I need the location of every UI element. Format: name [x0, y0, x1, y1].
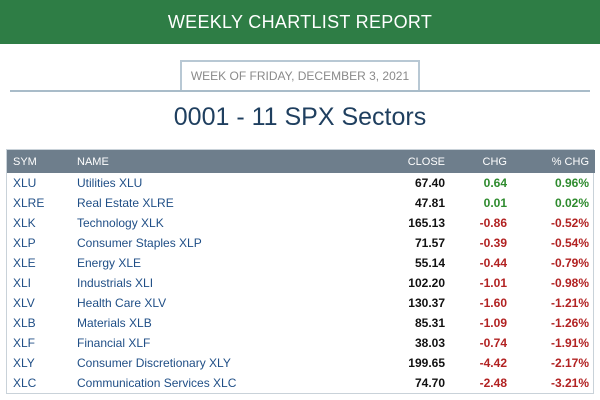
symbol-cell[interactable]: XLK	[13, 216, 36, 230]
change-cell: 0.01	[483, 196, 507, 210]
name-cell[interactable]: Financial XLF	[77, 336, 151, 350]
header-name[interactable]: NAME	[77, 155, 109, 168]
close-cell: 130.37	[408, 296, 445, 310]
change-cell: -0.39	[479, 236, 507, 250]
symbol-cell[interactable]: XLRE	[13, 196, 45, 210]
close-cell: 71.57	[414, 236, 445, 250]
pct-change-cell: -1.21%	[550, 296, 589, 310]
name-cell[interactable]: Technology XLK	[77, 216, 164, 230]
close-cell: 47.81	[414, 196, 445, 210]
table-row[interactable]: XLRE Real Estate XLRE 47.81 0.01 0.02%	[7, 193, 595, 213]
table-row[interactable]: XLE Energy XLE 55.14 -0.44 -0.79%	[7, 253, 595, 273]
symbol-cell[interactable]: XLC	[13, 376, 37, 390]
close-cell: 67.40	[414, 176, 445, 190]
name-cell[interactable]: Utilities XLU	[77, 176, 143, 190]
header-chg[interactable]: CHG	[482, 155, 507, 168]
close-cell: 74.70	[414, 376, 445, 390]
change-cell: -4.42	[479, 356, 507, 370]
close-cell: 199.65	[408, 356, 445, 370]
table-row[interactable]: XLK Technology XLK 165.13 -0.86 -0.52%	[7, 213, 595, 233]
table-row[interactable]: XLV Health Care XLV 130.37 -1.60 -1.21%	[7, 293, 595, 313]
header-sym[interactable]: SYM	[13, 155, 37, 168]
table-row[interactable]: XLP Consumer Staples XLP 71.57 -0.39 -0.54%	[7, 233, 595, 253]
pct-change-cell: -2.17%	[550, 356, 589, 370]
table-body: XLU Utilities XLU 67.40 0.64 0.96% XLRE Real E…	[7, 173, 595, 393]
header-pct-chg[interactable]: % CHG	[551, 155, 589, 168]
table-row[interactable]: XLB Materials XLB 85.31 -1.09 -1.26%	[7, 313, 595, 333]
change-cell: -0.44	[479, 256, 507, 270]
symbol-cell[interactable]: XLV	[13, 296, 35, 310]
change-cell: -1.01	[479, 276, 507, 290]
symbol-cell[interactable]: XLI	[13, 276, 32, 290]
table-row[interactable]: XLU Utilities XLU 67.40 0.64 0.96%	[7, 173, 595, 193]
change-cell: -2.48	[479, 376, 507, 390]
week-divider	[10, 90, 590, 92]
change-cell: 0.64	[483, 176, 507, 190]
report-title: 0001 - 11 SPX Sectors	[173, 102, 427, 131]
pct-change-cell: -1.91%	[550, 336, 589, 350]
close-cell: 165.13	[408, 216, 445, 230]
close-cell: 85.31	[414, 316, 445, 330]
change-cell: -1.09	[479, 316, 507, 330]
name-cell[interactable]: Consumer Discretionary XLY	[77, 356, 231, 370]
name-cell[interactable]: Communication Services XLC	[77, 376, 237, 390]
symbol-cell[interactable]: XLB	[13, 316, 36, 330]
name-cell[interactable]: Real Estate XLRE	[77, 196, 174, 210]
banner-title: WEEKLY CHARTLIST REPORT	[167, 11, 433, 32]
symbol-cell[interactable]: XLE	[13, 256, 36, 270]
close-cell: 102.20	[408, 276, 445, 290]
close-cell: 38.03	[414, 336, 445, 350]
pct-change-cell: 0.02%	[554, 196, 589, 210]
name-cell[interactable]: Health Care XLV	[77, 296, 167, 310]
name-cell[interactable]: Consumer Staples XLP	[77, 236, 202, 250]
pct-change-cell: -3.21%	[550, 376, 589, 390]
page-title: 0001 - 11 SPX Sectors	[0, 100, 600, 134]
table-row[interactable]: XLF Financial XLF 38.03 -0.74 -1.91%	[7, 333, 595, 353]
table-row[interactable]: XLC Communication Services XLC 74.70 -2.48 -…	[7, 373, 595, 393]
sector-table: SYM NAME CLOSE CHG % CHG XLU Utilities XL…	[6, 149, 595, 394]
change-cell: -0.74	[479, 336, 507, 350]
close-cell: 55.14	[414, 256, 445, 270]
symbol-cell[interactable]: XLU	[13, 176, 37, 190]
pct-change-cell: -0.79%	[550, 256, 589, 270]
pct-change-cell: -0.52%	[550, 216, 589, 230]
symbol-cell[interactable]: XLY	[13, 356, 35, 370]
pct-change-cell: 0.96%	[554, 176, 589, 190]
symbol-cell[interactable]: XLF	[13, 336, 36, 350]
name-cell[interactable]: Materials XLB	[77, 316, 152, 330]
pct-change-cell: -1.26%	[550, 316, 589, 330]
header-close[interactable]: CLOSE	[407, 155, 445, 168]
table-header-row: SYM NAME CLOSE CHG % CHG	[7, 150, 595, 173]
week-label: WEEK OF FRIDAY, DECEMBER 3, 2021	[190, 69, 410, 83]
change-cell: -1.60	[479, 296, 507, 310]
name-cell[interactable]: Industrials XLI	[77, 276, 154, 290]
change-cell: -0.86	[479, 216, 507, 230]
report-banner: WEEKLY CHARTLIST REPORT	[0, 0, 600, 44]
table-row[interactable]: XLY Consumer Discretionary XLY 199.65 -4.42…	[7, 353, 595, 373]
week-label-box: WEEK OF FRIDAY, DECEMBER 3, 2021	[180, 60, 420, 90]
pct-change-cell: -0.98%	[550, 276, 589, 290]
table-row[interactable]: XLI Industrials XLI 102.20 -1.01 -0.98%	[7, 273, 595, 293]
symbol-cell[interactable]: XLP	[13, 236, 36, 250]
name-cell[interactable]: Energy XLE	[77, 256, 142, 270]
pct-change-cell: -0.54%	[550, 236, 589, 250]
